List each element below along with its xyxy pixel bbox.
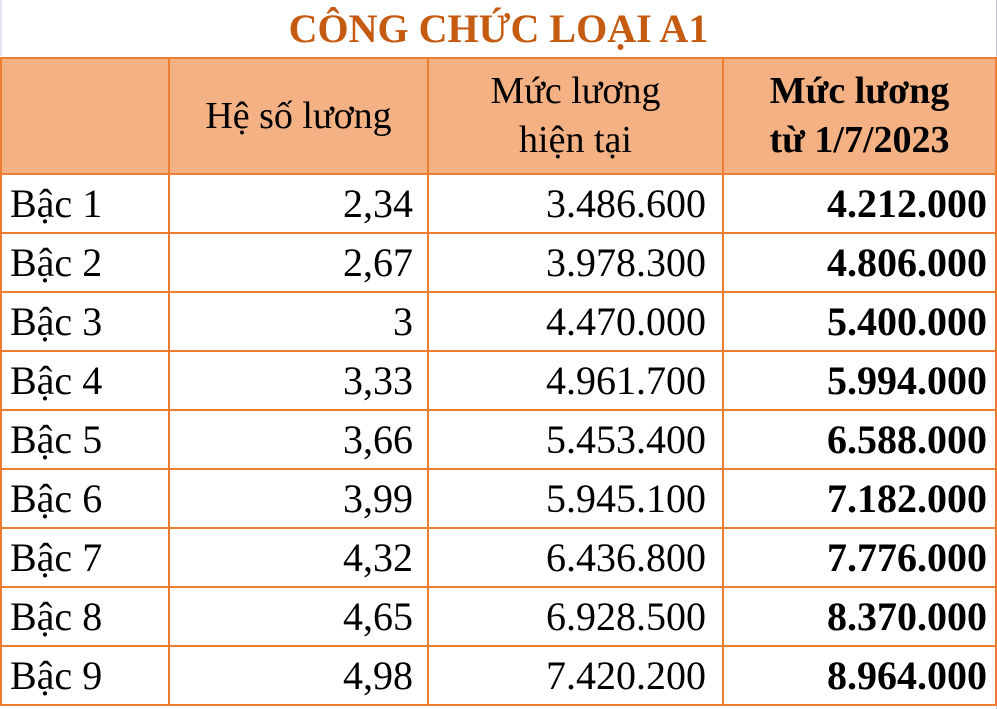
coefficient-cell: 2,34 — [168, 173, 429, 234]
coefficient-cell: 4,65 — [168, 586, 429, 647]
new-salary-cell: 7.182.000 — [722, 468, 997, 529]
current-salary-cell: 5.945.100 — [427, 468, 724, 529]
coefficient-cell: 3,33 — [168, 350, 429, 411]
new-salary-cell: 4.806.000 — [722, 232, 997, 293]
coefficient-cell: 4,32 — [168, 527, 429, 588]
current-salary-cell: 5.453.400 — [427, 409, 724, 470]
header-cell-coefficient: Hệ số lương — [168, 57, 429, 175]
current-salary-cell: 4.961.700 — [427, 350, 724, 411]
header-cell-grade — [0, 57, 170, 175]
coefficient-cell: 4,98 — [168, 645, 429, 706]
table-row: Bậc 5 3,66 5.453.400 6.588.000 — [0, 409, 997, 470]
header-new-line1: Mức lương — [769, 70, 950, 113]
salary-table: Hệ số lương Mức lương hiện tại Mức lương t… — [0, 57, 997, 706]
table-row: Bậc 1 2,34 3.486.600 4.212.000 — [0, 173, 997, 234]
table-row: Bậc 3 3 4.470.000 5.400.000 — [0, 291, 997, 352]
current-salary-cell: 6.436.800 — [427, 527, 724, 588]
row-label-cell: Bậc 7 — [0, 527, 170, 588]
row-label-cell: Bậc 9 — [0, 645, 170, 706]
row-label-cell: Bậc 5 — [0, 409, 170, 470]
coefficient-cell: 2,67 — [168, 232, 429, 293]
new-salary-cell: 5.400.000 — [722, 291, 997, 352]
row-label-cell: Bậc 8 — [0, 586, 170, 647]
new-salary-cell: 6.588.000 — [722, 409, 997, 470]
new-salary-cell: 5.994.000 — [722, 350, 997, 411]
header-current-line1: Mức lương — [490, 70, 661, 113]
table-row: Bậc 6 3,99 5.945.100 7.182.000 — [0, 468, 997, 529]
table-row: Bậc 7 4,32 6.436.800 7.776.000 — [0, 527, 997, 588]
row-label-cell: Bậc 2 — [0, 232, 170, 293]
current-salary-cell: 3.978.300 — [427, 232, 724, 293]
row-label-cell: Bậc 4 — [0, 350, 170, 411]
new-salary-cell: 4.212.000 — [722, 173, 997, 234]
page-title: CÔNG CHỨC LOẠI A1 — [288, 6, 709, 51]
header-row: Hệ số lương Mức lương hiện tại Mức lương t… — [0, 57, 997, 175]
header-cell-current-salary: Mức lương hiện tại — [427, 57, 724, 175]
new-salary-cell: 8.370.000 — [722, 586, 997, 647]
table-row: Bậc 4 3,33 4.961.700 5.994.000 — [0, 350, 997, 411]
current-salary-cell: 7.420.200 — [427, 645, 724, 706]
current-salary-cell: 3.486.600 — [427, 173, 724, 234]
header-current-line2: hiện tại — [519, 119, 632, 161]
current-salary-cell: 4.470.000 — [427, 291, 724, 352]
table-row: Bậc 9 4,98 7.420.200 8.964.000 — [0, 645, 997, 706]
table-row: Bậc 2 2,67 3.978.300 4.806.000 — [0, 232, 997, 293]
coefficient-cell: 3,66 — [168, 409, 429, 470]
current-salary-cell: 6.928.500 — [427, 586, 724, 647]
new-salary-cell: 8.964.000 — [722, 645, 997, 706]
left-edge-line — [0, 0, 2, 56]
row-label-cell: Bậc 6 — [0, 468, 170, 529]
table-row: Bậc 8 4,65 6.928.500 8.370.000 — [0, 586, 997, 647]
new-salary-cell: 7.776.000 — [722, 527, 997, 588]
row-label-cell: Bậc 1 — [0, 173, 170, 234]
coefficient-cell: 3,99 — [168, 468, 429, 529]
header-new-line2: từ 1/7/2023 — [769, 119, 950, 161]
header-cell-new-salary: Mức lương từ 1/7/2023 — [722, 57, 997, 175]
row-label-cell: Bậc 3 — [0, 291, 170, 352]
coefficient-cell: 3 — [168, 291, 429, 352]
